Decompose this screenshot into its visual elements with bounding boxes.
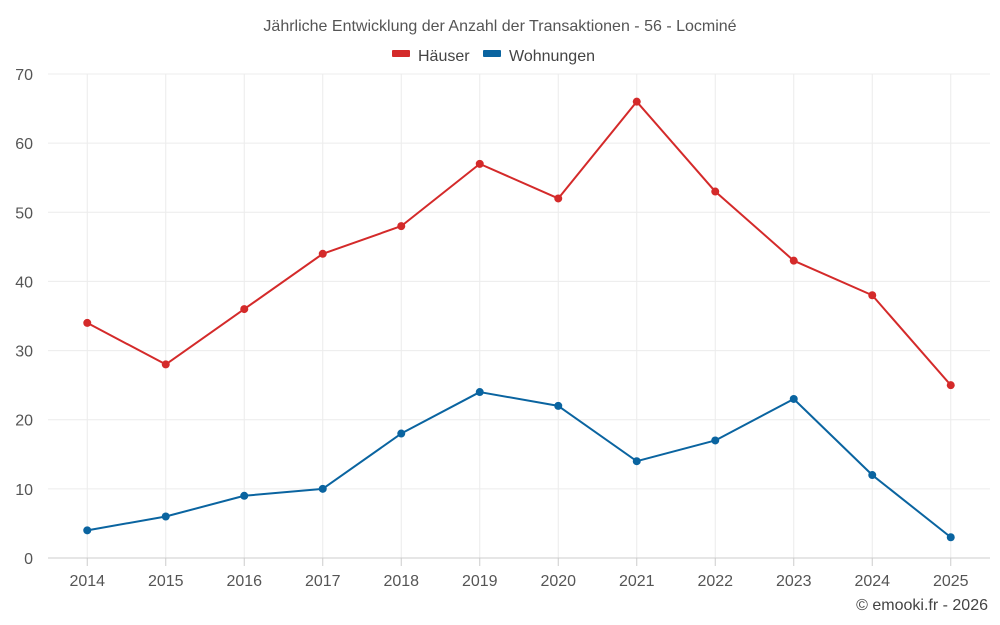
data-point-haeuser[interactable] [240, 305, 249, 314]
data-point-haeuser[interactable] [554, 194, 563, 203]
data-point-haeuser[interactable] [946, 381, 955, 390]
data-point-haeuser[interactable] [161, 360, 170, 369]
legend: Häuser Wohnungen [392, 48, 595, 65]
x-axis-ticks: 2014 2015 2016 2017 2018 2019 2020 2021 2022 2023… [69, 573, 968, 590]
data-point-haeuser[interactable] [632, 97, 641, 106]
data-point-haeuser[interactable] [475, 159, 484, 168]
legend-label-haeuser[interactable]: Häuser [418, 48, 470, 65]
data-point-haeuser[interactable] [397, 222, 406, 231]
grid-lines [48, 73, 990, 558]
x-tick-label: 2024 [854, 573, 890, 590]
data-point-haeuser[interactable] [868, 291, 877, 300]
x-tick-label: 2015 [148, 573, 184, 590]
x-tick-label: 2020 [540, 573, 576, 590]
y-tick-label: 30 [15, 344, 33, 361]
legend-label-wohnungen[interactable]: Wohnungen [509, 48, 595, 65]
series-haeuser [83, 97, 955, 390]
y-tick-label: 10 [15, 482, 33, 499]
x-tick-label: 2022 [697, 573, 733, 590]
series-wohnungen [83, 388, 955, 542]
data-point-haeuser[interactable] [789, 256, 798, 265]
x-tick-label: 2018 [383, 573, 419, 590]
x-tick-label: 2017 [305, 573, 341, 590]
y-axis-ticks: 0 10 20 30 40 50 60 70 [15, 67, 33, 568]
data-point-wohnungen[interactable] [632, 457, 641, 466]
legend-swatch-wohnungen [483, 50, 501, 57]
data-point-wohnungen[interactable] [161, 512, 170, 521]
y-tick-label: 20 [15, 413, 33, 430]
y-tick-label: 70 [15, 67, 33, 84]
data-point-wohnungen[interactable] [789, 394, 798, 403]
axes [48, 557, 990, 566]
data-point-wohnungen[interactable] [397, 429, 406, 438]
data-point-wohnungen[interactable] [475, 388, 484, 397]
y-tick-label: 50 [15, 205, 33, 222]
data-point-wohnungen[interactable] [83, 526, 92, 535]
data-point-wohnungen[interactable] [711, 436, 720, 445]
data-point-wohnungen[interactable] [318, 484, 327, 493]
data-point-wohnungen[interactable] [946, 533, 955, 542]
data-point-wohnungen[interactable] [554, 401, 563, 410]
data-point-haeuser[interactable] [711, 187, 720, 196]
series [83, 97, 955, 542]
y-tick-label: 0 [24, 551, 33, 568]
x-tick-label: 2023 [776, 573, 812, 590]
x-tick-label: 2014 [69, 573, 105, 590]
legend-swatch-haeuser [392, 50, 410, 57]
chart-title: Jährliche Entwicklung der Anzahl der Tra… [263, 18, 736, 35]
x-tick-label: 2016 [226, 573, 262, 590]
data-point-wohnungen[interactable] [240, 491, 249, 500]
data-point-haeuser[interactable] [83, 318, 92, 327]
series-line-wohnungen [87, 391, 952, 539]
x-tick-label: 2021 [619, 573, 655, 590]
data-point-wohnungen[interactable] [868, 471, 877, 480]
x-tick-label: 2019 [462, 573, 498, 590]
y-tick-label: 60 [15, 136, 33, 153]
y-tick-label: 40 [15, 274, 33, 291]
credit-text: © emooki.fr - 2026 [856, 597, 988, 614]
x-tick-label: 2025 [933, 573, 969, 590]
data-point-haeuser[interactable] [318, 249, 327, 258]
series-line-haeuser [86, 100, 952, 386]
